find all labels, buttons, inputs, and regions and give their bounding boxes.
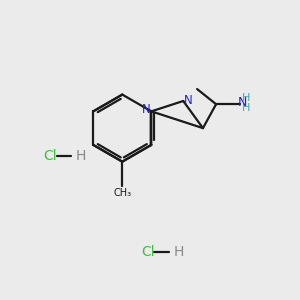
Text: CH₃: CH₃ bbox=[113, 188, 131, 198]
Text: H: H bbox=[173, 245, 184, 259]
Text: Cl: Cl bbox=[44, 149, 57, 163]
Text: N: N bbox=[238, 96, 247, 109]
Text: H: H bbox=[242, 93, 250, 103]
Text: H: H bbox=[242, 103, 250, 113]
Text: H: H bbox=[76, 149, 86, 163]
Text: Cl: Cl bbox=[141, 245, 155, 259]
Text: N: N bbox=[184, 94, 193, 107]
Text: N: N bbox=[142, 103, 151, 116]
